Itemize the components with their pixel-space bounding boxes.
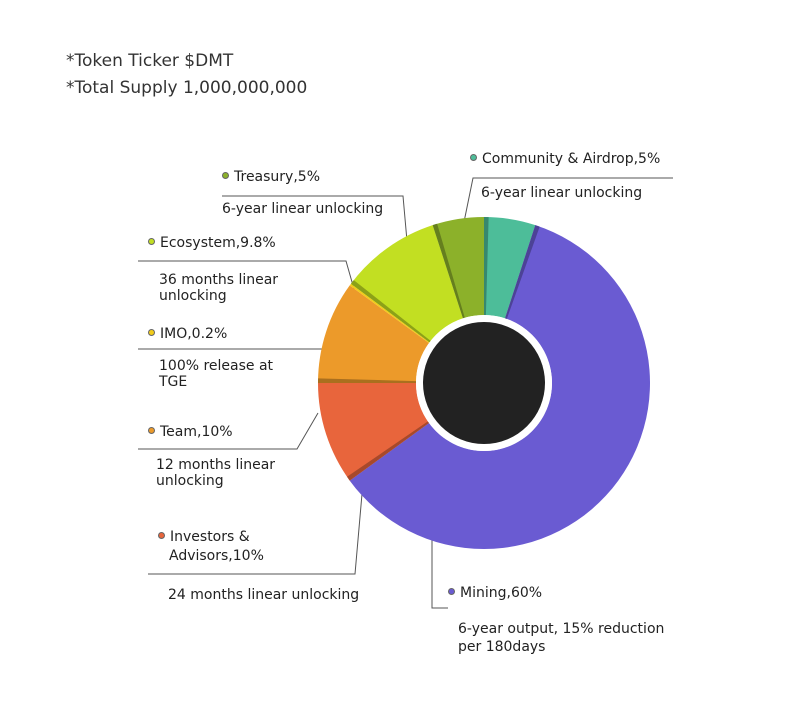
donut-center — [423, 322, 545, 444]
mining-dot — [448, 588, 455, 595]
treasury-title: Treasury,5% — [234, 169, 320, 185]
imo-dot — [148, 329, 155, 336]
leader-mining — [432, 540, 448, 608]
investors-title-line1: Investors & — [170, 529, 250, 545]
label-treasury: Treasury,5% — [222, 169, 320, 186]
note-imo: 100% release at TGE — [159, 358, 273, 390]
note-mining: 6-year output, 15% reduction per 180days — [458, 620, 664, 656]
team-note-line2: unlocking — [156, 473, 275, 489]
mining-title: Mining,60% — [460, 585, 542, 601]
treasury-dot — [222, 172, 229, 179]
community-title: Community & Airdrop,5% — [482, 151, 660, 167]
team-note-line1: 12 months linear — [156, 457, 275, 473]
label-ecosystem: Ecosystem,9.8% — [148, 235, 276, 252]
imo-note-line1: 100% release at — [159, 358, 273, 374]
ecosystem-title: Ecosystem,9.8% — [160, 235, 276, 251]
label-team: Team,10% — [148, 424, 233, 441]
label-community: Community & Airdrop,5% — [470, 151, 660, 168]
mining-note-line2: per 180days — [458, 638, 664, 656]
imo-title: IMO,0.2% — [160, 326, 227, 342]
note-investors: 24 months linear unlocking — [168, 587, 359, 603]
team-dot — [148, 427, 155, 434]
team-title: Team,10% — [160, 424, 233, 440]
investors-title-line2: Advisors,10% — [158, 547, 264, 566]
ecosystem-note-line1: 36 months linear — [159, 272, 278, 288]
label-imo: IMO,0.2% — [148, 326, 227, 343]
ecosystem-dot — [148, 238, 155, 245]
ecosystem-note-line2: unlocking — [159, 288, 278, 304]
imo-note-line2: TGE — [159, 374, 273, 390]
note-team: 12 months linear unlocking — [156, 457, 275, 489]
investors-dot — [158, 532, 165, 539]
note-community: 6-year linear unlocking — [481, 185, 642, 201]
label-investors: Investors & Advisors,10% — [158, 528, 264, 566]
community-dot — [470, 154, 477, 161]
label-mining: Mining,60% — [448, 585, 542, 602]
note-treasury: 6-year linear unlocking — [222, 201, 383, 217]
note-ecosystem: 36 months linear unlocking — [159, 272, 278, 304]
mining-note-line1: 6-year output, 15% reduction — [458, 620, 664, 638]
